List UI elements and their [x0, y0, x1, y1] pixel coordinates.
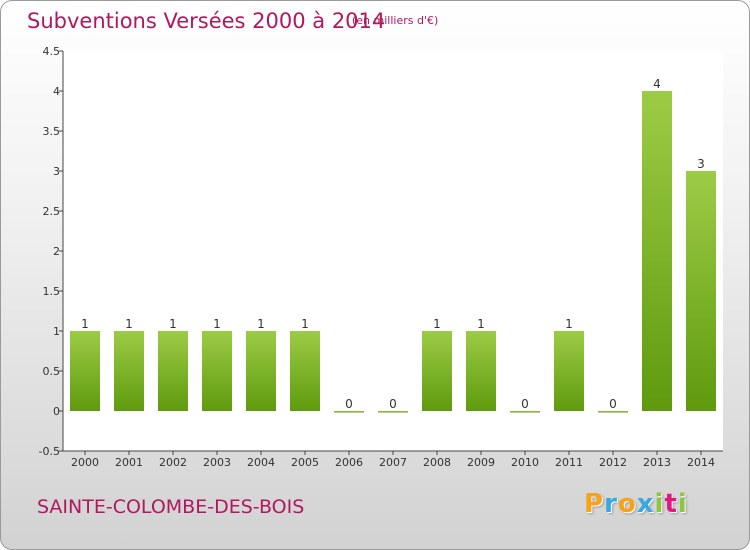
bar-2002	[158, 331, 188, 411]
value-label-2010: 0	[521, 397, 529, 411]
y-tick-label: 4	[53, 85, 60, 98]
value-label-2012: 0	[609, 397, 617, 411]
value-label-2002: 1	[169, 317, 177, 331]
bar-2006	[334, 411, 364, 413]
y-tick-label: -0.5	[39, 445, 60, 458]
value-label-2005: 1	[301, 317, 309, 331]
value-label-2009: 1	[477, 317, 485, 331]
x-tick-label-2002: 2002	[159, 456, 187, 469]
bar-2013	[642, 91, 672, 411]
logo-letter: i	[654, 489, 665, 519]
bar-2003	[202, 331, 232, 411]
bar-2012	[598, 411, 628, 413]
bar-2010	[510, 411, 540, 413]
value-label-2007: 0	[389, 397, 397, 411]
value-label-2011: 1	[565, 317, 573, 331]
logo-letter: i	[677, 489, 688, 519]
proxiti-logo: Proxiti	[584, 489, 688, 519]
logo-letter: x	[636, 489, 655, 519]
y-tick-label: 0.5	[43, 365, 61, 378]
y-tick-label: 4.5	[43, 45, 61, 58]
x-tick-label-2011: 2011	[555, 456, 583, 469]
value-label-2004: 1	[257, 317, 265, 331]
x-tick-label-2009: 2009	[467, 456, 495, 469]
x-tick-label-2007: 2007	[379, 456, 407, 469]
bar-2000	[70, 331, 100, 411]
y-tick-label: 3.5	[43, 125, 61, 138]
bar-2007	[378, 411, 408, 413]
value-label-2006: 0	[345, 397, 353, 411]
logo-letter: o	[617, 489, 637, 519]
x-tick-label-2004: 2004	[247, 456, 275, 469]
bar-2014	[686, 171, 716, 411]
y-tick-label: 1.5	[43, 285, 61, 298]
value-label-2000: 1	[81, 317, 89, 331]
value-label-2008: 1	[433, 317, 441, 331]
bar-2005	[290, 331, 320, 411]
value-label-2001: 1	[125, 317, 133, 331]
value-label-2013: 4	[653, 77, 661, 91]
x-tick-label-2000: 2000	[71, 456, 99, 469]
bar-2009	[466, 331, 496, 411]
chart-unit-note: (en milliers d'€)	[352, 14, 439, 27]
logo-letter: r	[604, 489, 618, 519]
bar-2004	[246, 331, 276, 411]
commune-name: SAINTE-COLOMBE-DES-BOIS	[37, 496, 305, 518]
bar-2001	[114, 331, 144, 411]
x-tick-label-2005: 2005	[291, 456, 319, 469]
bar-2011	[554, 331, 584, 411]
x-tick-label-2003: 2003	[203, 456, 231, 469]
x-tick-label-2008: 2008	[423, 456, 451, 469]
x-tick-label-2012: 2012	[599, 456, 627, 469]
x-tick-label-2006: 2006	[335, 456, 363, 469]
x-tick-label-2013: 2013	[643, 456, 671, 469]
logo-letter: P	[584, 489, 605, 519]
logo-letter: t	[664, 489, 678, 519]
x-tick-label-2010: 2010	[511, 456, 539, 469]
y-tick-label: 2.5	[43, 205, 61, 218]
value-label-2003: 1	[213, 317, 221, 331]
chart-title: Subventions Versées 2000 à 2014	[27, 9, 386, 33]
y-tick-label: 3	[53, 165, 60, 178]
y-tick-label: 1	[53, 325, 60, 338]
y-tick-label: 2	[53, 245, 60, 258]
value-label-2014: 3	[697, 157, 705, 171]
bar-2008	[422, 331, 452, 411]
x-tick-label-2014: 2014	[687, 456, 715, 469]
y-tick-label: 0	[53, 405, 60, 418]
x-tick-label-2001: 2001	[115, 456, 143, 469]
